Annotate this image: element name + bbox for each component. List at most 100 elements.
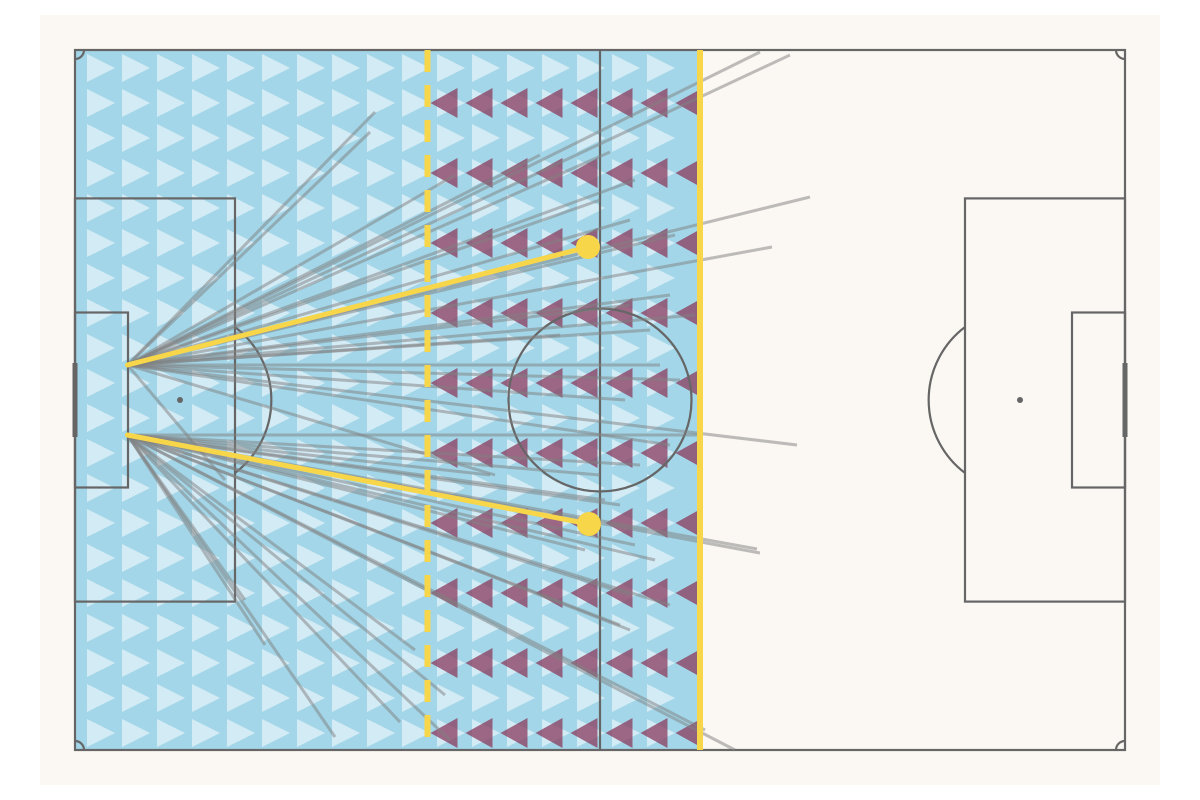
backward-arrow bbox=[465, 578, 493, 608]
forward-arrow bbox=[262, 649, 290, 677]
backward-arrow bbox=[465, 158, 493, 188]
forward-arrow bbox=[612, 124, 640, 152]
forward-arrow bbox=[122, 544, 150, 572]
forward-arrow bbox=[332, 89, 360, 117]
backward-arrow bbox=[500, 298, 528, 328]
forward-arrow bbox=[577, 54, 605, 82]
forward-arrow bbox=[87, 404, 115, 432]
forward-arrow bbox=[157, 264, 185, 292]
forward-arrow bbox=[332, 159, 360, 187]
backward-arrow bbox=[605, 718, 633, 748]
pass-line bbox=[127, 363, 626, 402]
forward-arrow bbox=[227, 54, 255, 82]
backward-arrow bbox=[640, 158, 668, 188]
forward-arrow bbox=[262, 684, 290, 712]
forward-arrow bbox=[612, 194, 640, 222]
forward-arrow bbox=[332, 684, 360, 712]
forward-arrow bbox=[192, 649, 220, 677]
forward-arrow bbox=[647, 334, 675, 362]
forward-arrow bbox=[262, 194, 290, 222]
pass-line bbox=[127, 363, 681, 382]
forward-arrow bbox=[402, 579, 430, 607]
forward-arrow bbox=[262, 719, 290, 747]
forward-arrow bbox=[87, 439, 115, 467]
forward-arrow bbox=[227, 124, 255, 152]
forward-arrow bbox=[227, 614, 255, 642]
backward-arrow bbox=[570, 438, 598, 468]
forward-arrow bbox=[157, 579, 185, 607]
pass-line bbox=[126, 173, 456, 367]
forward-arrow bbox=[87, 229, 115, 257]
forward-arrow bbox=[157, 54, 185, 82]
forward-arrow bbox=[122, 614, 150, 642]
forward-arrow bbox=[87, 89, 115, 117]
forward-arrow bbox=[192, 579, 220, 607]
forward-arrow bbox=[157, 159, 185, 187]
forward-arrow bbox=[87, 614, 115, 642]
forward-arrow bbox=[437, 544, 465, 572]
forward-arrow bbox=[122, 159, 150, 187]
pass-line bbox=[126, 110, 377, 367]
backward-arrow bbox=[675, 438, 703, 468]
forward-arrow bbox=[87, 54, 115, 82]
forward-arrow bbox=[157, 544, 185, 572]
forward-arrow bbox=[402, 229, 430, 257]
zone-markers bbox=[424, 50, 703, 750]
forward-arrow bbox=[367, 194, 395, 222]
forward-arrow bbox=[87, 544, 115, 572]
forward-arrow bbox=[297, 194, 325, 222]
forward-arrow bbox=[402, 719, 430, 747]
backward-arrow bbox=[675, 578, 703, 608]
forward-arrow bbox=[122, 124, 150, 152]
forward-arrow bbox=[402, 369, 430, 397]
forward-arrow bbox=[332, 54, 360, 82]
backward-arrow bbox=[640, 718, 668, 748]
pass-line bbox=[127, 433, 671, 607]
forward-arrow bbox=[87, 124, 115, 152]
backward-arrow bbox=[430, 648, 458, 678]
forward-arrow bbox=[192, 299, 220, 327]
forward-arrow bbox=[402, 649, 430, 677]
backward-arrow bbox=[430, 368, 458, 398]
pass-line bbox=[126, 433, 416, 652]
backward-arrow bbox=[570, 578, 598, 608]
backward-arrow bbox=[570, 368, 598, 398]
forward-arrow bbox=[122, 509, 150, 537]
pass-line bbox=[126, 150, 611, 367]
forward-arrow bbox=[647, 124, 675, 152]
backward-arrow bbox=[465, 648, 493, 678]
forward-arrow bbox=[332, 404, 360, 432]
forward-arrow bbox=[192, 404, 220, 432]
forward-arrow bbox=[87, 159, 115, 187]
pass-line bbox=[126, 53, 791, 367]
forward-arrow bbox=[332, 194, 360, 222]
pass-line bbox=[127, 198, 601, 367]
pass-line bbox=[127, 363, 496, 477]
pass-line bbox=[126, 130, 372, 367]
forward-arrow bbox=[612, 54, 640, 82]
forward-arrow bbox=[577, 334, 605, 362]
backward-arrow bbox=[675, 298, 703, 328]
forward-arrow bbox=[192, 509, 220, 537]
backward-arrow bbox=[640, 368, 668, 398]
forward-arrow bbox=[227, 684, 255, 712]
forward-arrow bbox=[437, 334, 465, 362]
forward-arrow bbox=[437, 124, 465, 152]
corner-arc bbox=[1114, 49, 1126, 61]
forward-arrow bbox=[647, 194, 675, 222]
forward-arrow bbox=[367, 159, 395, 187]
forward-arrow bbox=[192, 684, 220, 712]
forward-arrow bbox=[542, 614, 570, 642]
pass-line bbox=[127, 293, 671, 367]
forward-arrow bbox=[157, 684, 185, 712]
forward-arrow bbox=[297, 229, 325, 257]
forward-arrow bbox=[122, 684, 150, 712]
forward-arrow bbox=[122, 579, 150, 607]
backward-arrow bbox=[500, 88, 528, 118]
backward-arrow bbox=[605, 368, 633, 398]
forward-arrow bbox=[647, 474, 675, 502]
pass-line bbox=[127, 433, 491, 477]
forward-arrow bbox=[612, 264, 640, 292]
forward-arrow bbox=[297, 124, 325, 152]
